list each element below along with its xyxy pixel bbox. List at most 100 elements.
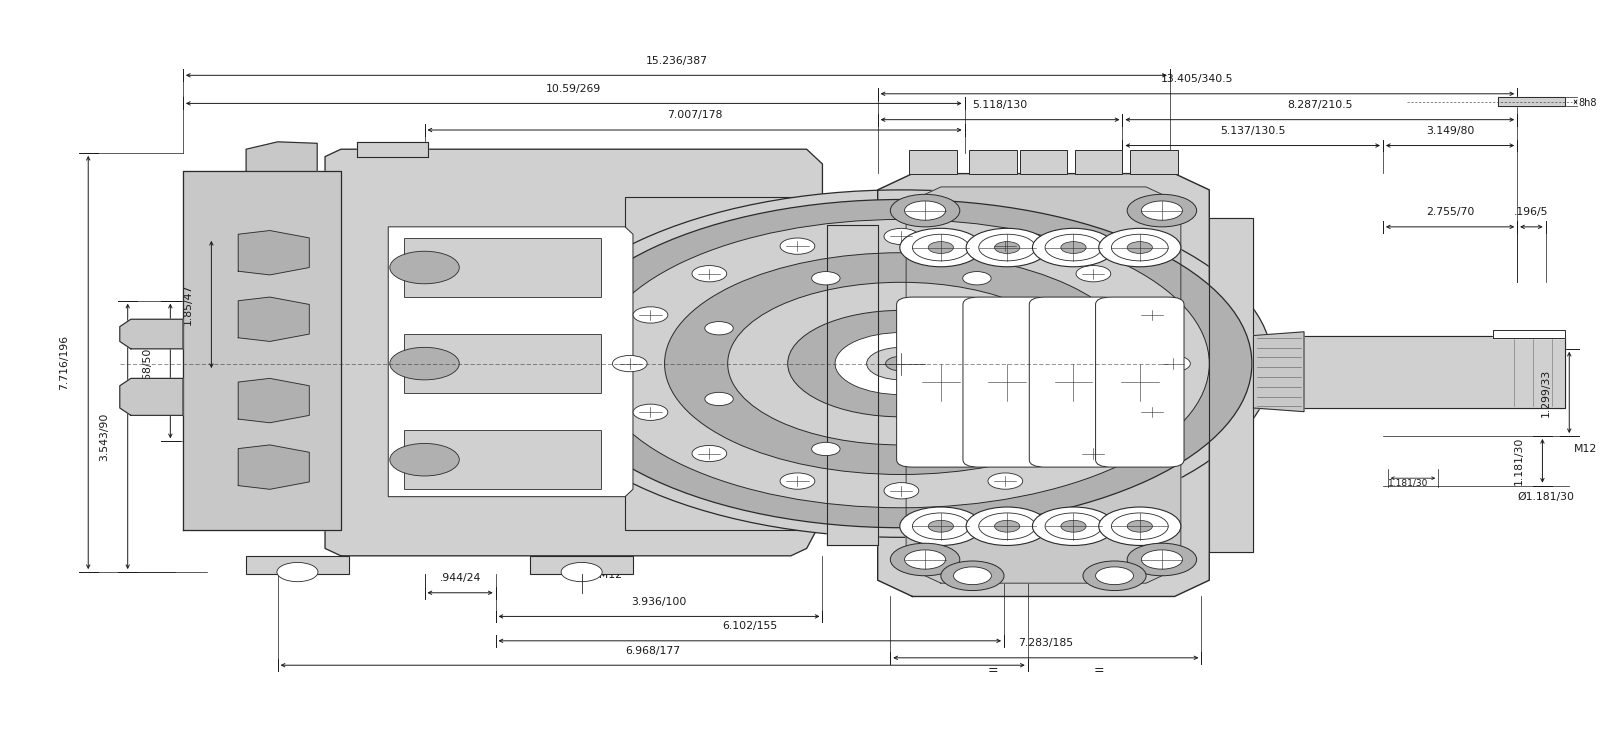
Circle shape	[995, 520, 1019, 532]
Circle shape	[1126, 520, 1152, 532]
Circle shape	[941, 561, 1005, 591]
Circle shape	[963, 272, 990, 285]
Circle shape	[1083, 561, 1146, 591]
Circle shape	[899, 507, 982, 545]
Text: 3.149/80: 3.149/80	[1426, 126, 1474, 136]
Polygon shape	[970, 150, 1016, 174]
Circle shape	[390, 252, 459, 283]
Polygon shape	[1075, 286, 1170, 438]
Circle shape	[995, 242, 1019, 254]
Text: 3.543/90: 3.543/90	[99, 413, 109, 461]
Circle shape	[1134, 307, 1170, 323]
Circle shape	[963, 442, 990, 456]
Circle shape	[928, 520, 954, 532]
Polygon shape	[405, 334, 602, 393]
Circle shape	[904, 550, 946, 569]
Text: 5.137/130.5: 5.137/130.5	[1219, 126, 1285, 136]
FancyBboxPatch shape	[1096, 297, 1184, 467]
Circle shape	[1061, 242, 1086, 254]
Polygon shape	[238, 445, 309, 489]
Text: 3.936/100: 3.936/100	[632, 597, 686, 607]
Circle shape	[1077, 266, 1110, 282]
Text: 1.85/47: 1.85/47	[182, 283, 192, 325]
FancyBboxPatch shape	[1029, 297, 1118, 467]
Text: 10.59/269: 10.59/269	[546, 84, 602, 93]
Circle shape	[966, 507, 1048, 545]
Circle shape	[728, 282, 1075, 445]
Polygon shape	[246, 556, 349, 574]
Circle shape	[706, 321, 733, 335]
Polygon shape	[182, 171, 341, 530]
Text: (4) M12: (4) M12	[581, 569, 622, 580]
Text: 15.236/387: 15.236/387	[645, 56, 707, 66]
Text: 1/2" NPT-F: 1/2" NPT-F	[842, 284, 851, 330]
Text: Ø1.181/30: Ø1.181/30	[1517, 492, 1574, 502]
Circle shape	[1099, 229, 1181, 267]
Polygon shape	[1210, 218, 1253, 552]
Polygon shape	[325, 149, 822, 556]
FancyBboxPatch shape	[896, 297, 986, 467]
Circle shape	[987, 238, 1022, 255]
Circle shape	[594, 220, 1210, 508]
Circle shape	[1061, 520, 1086, 532]
Text: .196/5: .196/5	[1514, 207, 1549, 217]
Text: 8.287/210.5: 8.287/210.5	[1286, 100, 1352, 110]
Circle shape	[811, 272, 840, 285]
Circle shape	[904, 201, 946, 220]
Circle shape	[987, 473, 1022, 489]
Text: 1.299/33: 1.299/33	[1541, 368, 1550, 416]
Polygon shape	[1498, 97, 1565, 106]
Circle shape	[390, 444, 459, 476]
Text: =: =	[987, 664, 998, 677]
Text: INLET: INLET	[782, 418, 816, 427]
Circle shape	[835, 332, 968, 395]
Circle shape	[890, 543, 960, 576]
Circle shape	[811, 442, 840, 456]
Circle shape	[691, 266, 726, 282]
Circle shape	[1141, 550, 1182, 569]
Text: 7.716/196: 7.716/196	[59, 335, 69, 390]
Text: 1.968/50: 1.968/50	[141, 347, 152, 395]
Circle shape	[1032, 229, 1115, 267]
Circle shape	[966, 229, 1048, 267]
Circle shape	[1032, 507, 1115, 545]
Circle shape	[530, 190, 1272, 537]
Circle shape	[277, 562, 318, 582]
Text: 13.405/340.5: 13.405/340.5	[1162, 74, 1234, 84]
Polygon shape	[1253, 332, 1304, 412]
Polygon shape	[530, 556, 634, 574]
Circle shape	[1069, 321, 1098, 335]
Circle shape	[781, 238, 814, 255]
Text: .944/24: .944/24	[440, 573, 480, 583]
Polygon shape	[238, 297, 309, 341]
Text: 6.102/155: 6.102/155	[722, 621, 778, 631]
Polygon shape	[238, 378, 309, 423]
Polygon shape	[120, 319, 182, 349]
Polygon shape	[906, 187, 1181, 583]
Circle shape	[613, 355, 646, 372]
Polygon shape	[1130, 150, 1178, 174]
Text: 2.755/70: 2.755/70	[1426, 207, 1474, 217]
Circle shape	[781, 473, 814, 489]
Circle shape	[1069, 393, 1098, 406]
Circle shape	[1141, 201, 1182, 220]
Circle shape	[954, 567, 992, 585]
Circle shape	[634, 307, 667, 323]
Polygon shape	[405, 238, 602, 297]
Circle shape	[899, 229, 982, 267]
Circle shape	[1077, 445, 1110, 462]
Circle shape	[867, 347, 936, 380]
Text: 5.118/130: 5.118/130	[973, 100, 1027, 110]
Polygon shape	[246, 142, 317, 171]
Polygon shape	[405, 430, 602, 489]
Polygon shape	[827, 226, 878, 545]
Polygon shape	[909, 150, 957, 174]
Polygon shape	[878, 174, 1210, 597]
Text: 7.283/185: 7.283/185	[1018, 638, 1074, 649]
Circle shape	[1096, 567, 1133, 585]
Polygon shape	[1075, 150, 1123, 174]
Circle shape	[664, 253, 1138, 474]
Circle shape	[1126, 194, 1197, 227]
Text: 1" NPT-F: 1" NPT-F	[842, 374, 851, 412]
Text: 6.968/177: 6.968/177	[626, 646, 680, 656]
